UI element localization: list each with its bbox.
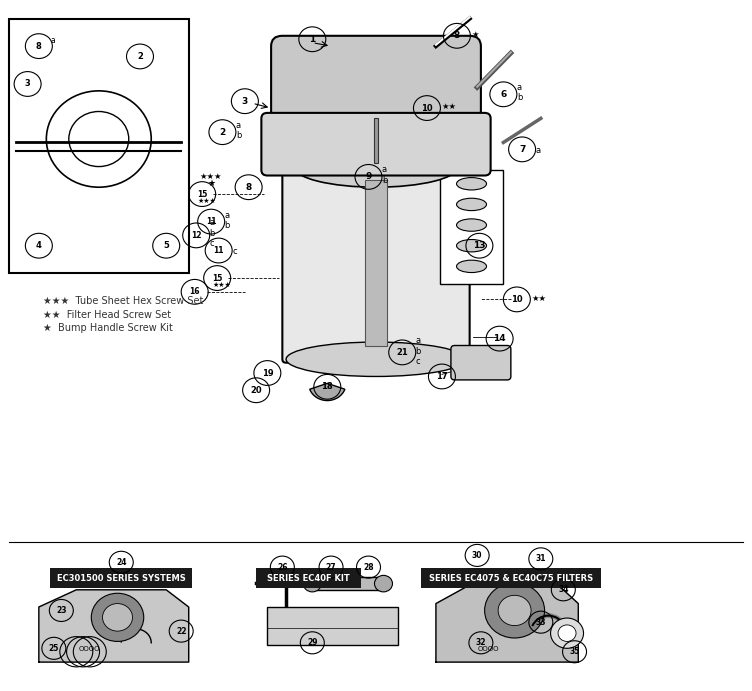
FancyBboxPatch shape [451, 346, 511, 380]
Text: 22: 22 [176, 627, 186, 636]
Polygon shape [39, 590, 189, 662]
Text: 10: 10 [511, 295, 523, 304]
Text: SERIES EC40F KIT: SERIES EC40F KIT [267, 574, 350, 583]
Circle shape [91, 594, 144, 641]
Text: EC301500 SERIES SYSTEMS: EC301500 SERIES SYSTEMS [57, 574, 186, 583]
Circle shape [550, 618, 584, 648]
Text: ★★★: ★★★ [213, 282, 232, 288]
Bar [256, 569, 361, 588]
Text: 32: 32 [476, 638, 486, 647]
Text: 35: 35 [569, 647, 580, 656]
Text: 14: 14 [493, 334, 506, 343]
Circle shape [303, 576, 321, 592]
FancyBboxPatch shape [271, 36, 481, 122]
Ellipse shape [286, 342, 466, 377]
Text: 4: 4 [36, 241, 42, 250]
Text: ★  Bump Handle Screw Kit: ★ Bump Handle Screw Kit [43, 323, 172, 333]
Text: 18: 18 [322, 382, 333, 391]
Text: 15: 15 [212, 274, 223, 283]
Text: ★★★: ★★★ [200, 172, 223, 181]
Text: 8: 8 [36, 41, 41, 50]
Text: a: a [50, 36, 55, 45]
Text: a
b: a b [382, 165, 387, 184]
Text: 29: 29 [307, 638, 317, 647]
Bar [365, 180, 387, 346]
Text: ★★  Filter Head Screw Set: ★★ Filter Head Screw Set [43, 310, 171, 319]
Text: a
b: a b [517, 82, 522, 102]
Bar [346, 115, 474, 194]
Circle shape [102, 603, 132, 631]
Text: 13: 13 [473, 241, 486, 250]
Polygon shape [436, 583, 578, 662]
Text: OOOO: OOOO [478, 646, 499, 652]
Text: 12: 12 [191, 231, 202, 240]
Circle shape [498, 596, 531, 625]
Text: ★★★  Tube Sheet Hex Screw Set: ★★★ Tube Sheet Hex Screw Set [43, 296, 203, 305]
Text: 8: 8 [245, 182, 252, 191]
Bar [421, 569, 601, 588]
Text: ★★★: ★★★ [198, 198, 217, 204]
Text: 33: 33 [535, 618, 546, 627]
Text: SERIES EC4075 & EC40C75 FILTERS: SERIES EC4075 & EC40C75 FILTERS [429, 574, 593, 583]
Ellipse shape [293, 146, 459, 187]
Circle shape [558, 625, 576, 641]
Text: 25: 25 [49, 644, 59, 653]
Text: ★★: ★★ [442, 102, 457, 111]
Text: a
b: a b [236, 121, 241, 140]
Text: 27: 27 [326, 562, 336, 571]
Text: 1: 1 [309, 35, 315, 44]
Text: 9: 9 [365, 172, 371, 181]
Text: OOOO: OOOO [78, 646, 100, 652]
Text: 23: 23 [56, 606, 67, 615]
Ellipse shape [456, 219, 487, 231]
Text: 26: 26 [277, 562, 287, 571]
Text: 31: 31 [535, 554, 546, 563]
Text: 3: 3 [241, 97, 248, 106]
Text: 7: 7 [519, 145, 526, 154]
Text: 2: 2 [220, 128, 226, 137]
Text: 34: 34 [558, 585, 569, 594]
Text: c: c [232, 247, 237, 256]
Bar [268, 607, 399, 645]
Text: 15: 15 [197, 189, 208, 198]
Text: 5: 5 [163, 241, 169, 250]
Text: 24: 24 [116, 558, 126, 567]
Ellipse shape [456, 240, 487, 252]
Text: 8: 8 [453, 31, 460, 40]
FancyBboxPatch shape [262, 113, 490, 176]
Ellipse shape [456, 260, 487, 272]
Circle shape [484, 583, 544, 638]
FancyBboxPatch shape [9, 19, 189, 273]
Text: 10: 10 [421, 104, 432, 113]
Text: a
b
c: a b c [210, 218, 215, 248]
Text: 19: 19 [262, 368, 273, 377]
Text: 2: 2 [137, 52, 143, 61]
FancyBboxPatch shape [282, 163, 470, 363]
Text: 17: 17 [436, 372, 447, 381]
Text: 11: 11 [214, 246, 224, 255]
Circle shape [374, 576, 393, 592]
Bar [312, 578, 384, 590]
Ellipse shape [456, 198, 487, 211]
Text: 28: 28 [363, 562, 374, 571]
Text: 30: 30 [472, 551, 482, 560]
Bar [374, 118, 378, 163]
Text: a
b
c: a b c [416, 336, 421, 366]
Bar [440, 170, 503, 283]
Text: ★: ★ [472, 30, 479, 39]
Text: 3: 3 [25, 79, 31, 88]
Text: 16: 16 [190, 287, 200, 296]
Bar [50, 569, 193, 588]
Text: ★: ★ [208, 179, 216, 188]
Text: 20: 20 [250, 386, 262, 395]
Wedge shape [310, 384, 345, 401]
Text: 6: 6 [500, 90, 507, 99]
Ellipse shape [456, 178, 487, 190]
Text: a
b: a b [225, 211, 230, 230]
Text: 11: 11 [206, 217, 217, 226]
Text: ★★: ★★ [532, 294, 547, 303]
Text: a: a [535, 146, 541, 155]
Text: 21: 21 [396, 348, 408, 357]
